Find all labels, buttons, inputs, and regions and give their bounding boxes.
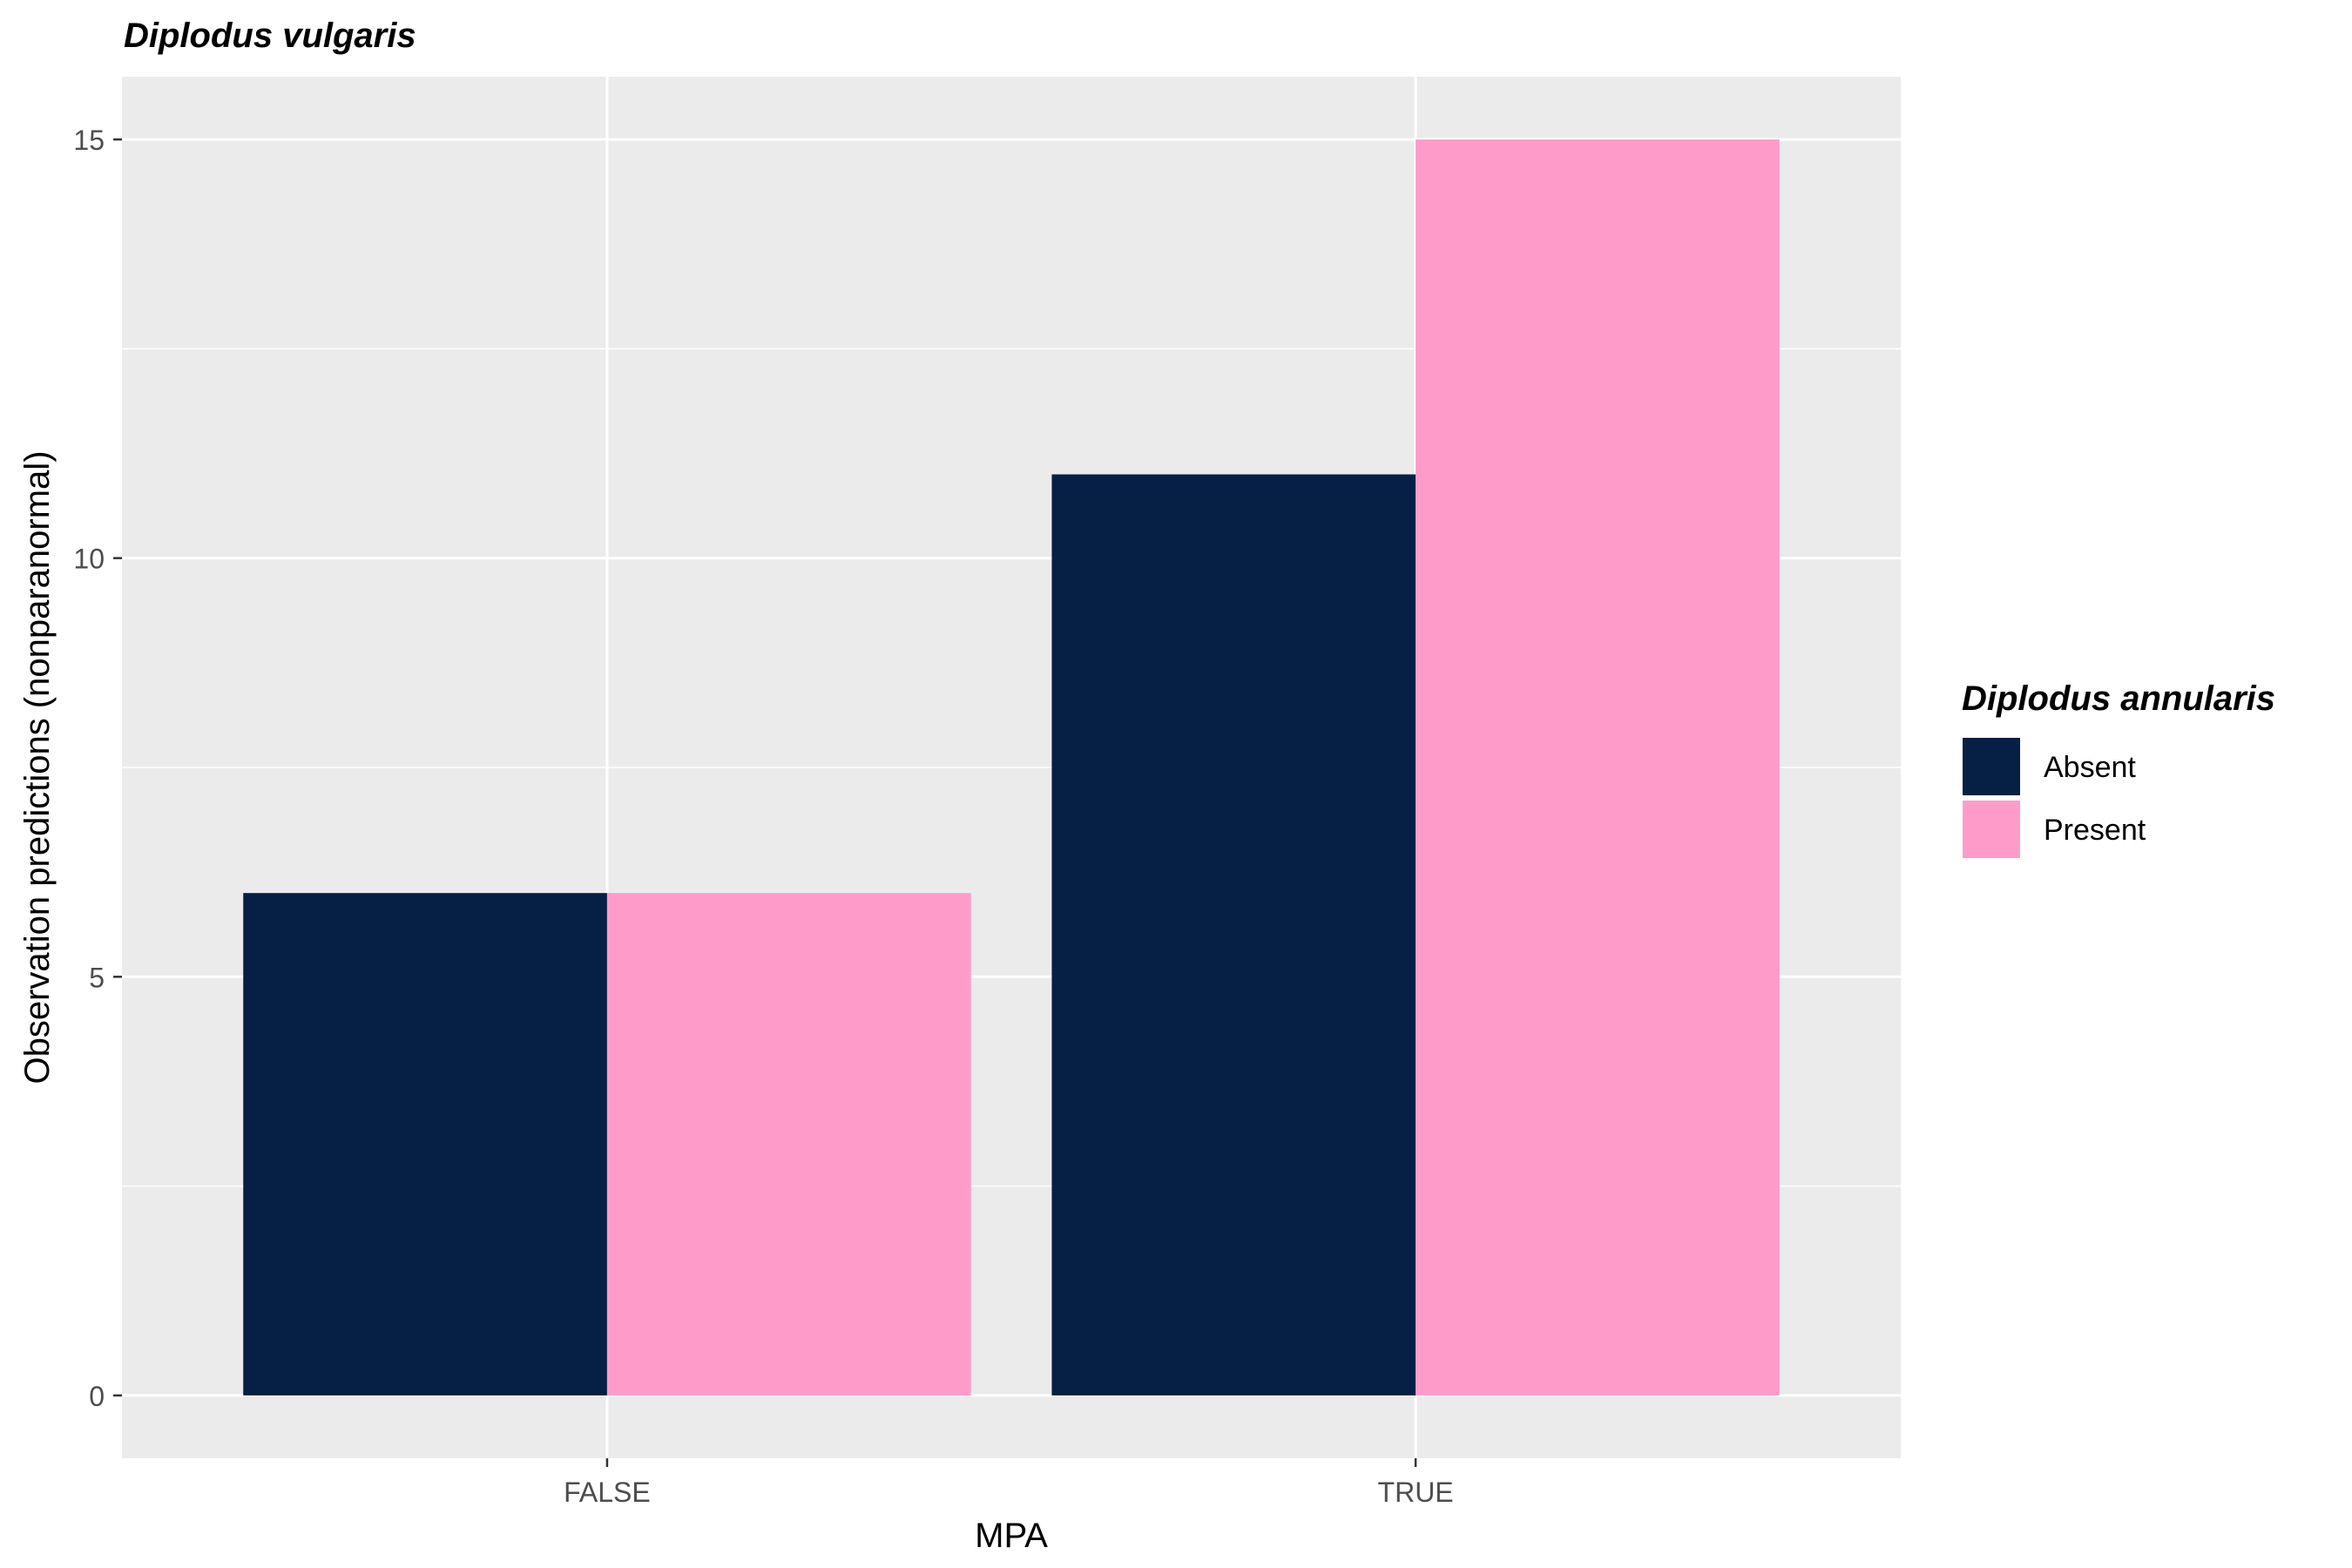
bar-absent-true: [1051, 474, 1416, 1396]
bar-present-true: [1416, 139, 1780, 1396]
x-axis-title: MPA: [975, 1517, 1048, 1555]
y-tick-label: 0: [89, 1381, 105, 1412]
legend-label-present: Present: [2044, 814, 2146, 847]
x-axis: FALSE TRUE: [564, 1458, 1454, 1508]
x-tick-label: FALSE: [564, 1477, 651, 1508]
chart-title: Diplodus vulgaris: [124, 17, 416, 55]
bar-absent-false: [243, 893, 607, 1396]
y-tick-label: 10: [73, 544, 105, 575]
legend-title: Diplodus annularis: [1962, 679, 2275, 718]
y-axis: 0 5 10 15: [73, 125, 122, 1412]
bars: [243, 139, 1780, 1396]
y-tick-label: 5: [89, 962, 105, 993]
bar-present-false: [606, 893, 971, 1396]
legend-key-present: [1961, 799, 2022, 860]
y-tick-label: 15: [73, 125, 105, 156]
legend-items: Absent Present: [1961, 736, 2146, 860]
legend: Diplodus annularis Absent Present: [1961, 679, 2275, 860]
legend-label-absent: Absent: [2044, 751, 2136, 784]
legend-key-absent: [1961, 736, 2022, 797]
y-axis-title: Observation predictions (nonparanormal): [18, 450, 57, 1084]
x-tick-label: TRUE: [1378, 1477, 1454, 1508]
